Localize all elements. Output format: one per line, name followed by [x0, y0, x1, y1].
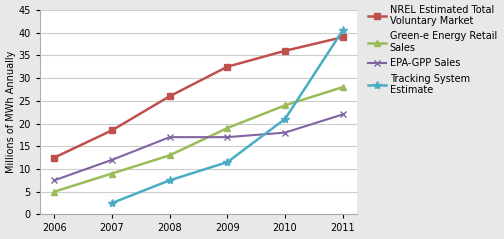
Green-e Energy Retail
Sales [109, 172, 115, 175]
EPA-GPP Sales [51, 179, 57, 182]
Line: EPA-GPP Sales: EPA-GPP Sales [51, 111, 346, 184]
Green-e Energy Retail
Sales [282, 104, 288, 107]
Green-e Energy Retail
Sales [51, 190, 57, 193]
Legend: NREL Estimated Total
Voluntary Market, Green-e Energy Retail
Sales, EPA-GPP Sale: NREL Estimated Total Voluntary Market, G… [368, 5, 497, 95]
Green-e Energy Retail
Sales [340, 86, 346, 89]
EPA-GPP Sales [282, 131, 288, 134]
Line: Tracking System
Estimate: Tracking System Estimate [108, 26, 347, 207]
Green-e Energy Retail
Sales [167, 154, 173, 157]
Tracking System
Estimate [340, 29, 346, 32]
Tracking System
Estimate [109, 202, 115, 205]
NREL Estimated Total
Voluntary Market [167, 95, 173, 98]
NREL Estimated Total
Voluntary Market [282, 49, 288, 52]
NREL Estimated Total
Voluntary Market [224, 65, 230, 68]
Green-e Energy Retail
Sales [224, 127, 230, 130]
EPA-GPP Sales [167, 136, 173, 139]
EPA-GPP Sales [109, 158, 115, 161]
Line: Green-e Energy Retail
Sales: Green-e Energy Retail Sales [51, 84, 346, 195]
Tracking System
Estimate [282, 118, 288, 120]
Line: NREL Estimated Total
Voluntary Market: NREL Estimated Total Voluntary Market [51, 34, 346, 161]
NREL Estimated Total
Voluntary Market [109, 129, 115, 132]
EPA-GPP Sales [224, 136, 230, 139]
NREL Estimated Total
Voluntary Market [340, 36, 346, 39]
NREL Estimated Total
Voluntary Market [51, 156, 57, 159]
Tracking System
Estimate [224, 161, 230, 163]
EPA-GPP Sales [340, 113, 346, 116]
Y-axis label: Millions of MWh Annually: Millions of MWh Annually [6, 51, 16, 173]
Tracking System
Estimate [167, 179, 173, 182]
